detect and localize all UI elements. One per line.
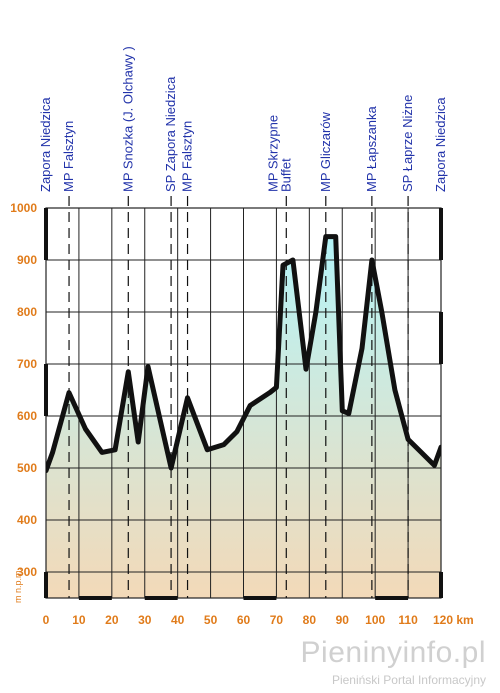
x-tick-label: 70 — [270, 613, 284, 627]
location-labels: Zapora Niedzica MP Falsztyn MP Snozka (J. … — [38, 46, 448, 192]
x-tick-label: 80 — [303, 613, 317, 627]
x-tick-label: 90 — [336, 613, 350, 627]
location-label: MP Gliczarów — [318, 111, 333, 192]
location-label: Buffet — [278, 158, 293, 192]
x-tick-label: 100 — [365, 613, 385, 627]
y-tick-label: 400 — [17, 513, 37, 527]
location-label: MP Snozka (J. Olchawy ) — [120, 46, 135, 192]
elevation-line — [46, 234, 441, 474]
x-tick-label: 120 km — [433, 613, 474, 627]
location-label: Zapora Niedzica — [433, 97, 448, 192]
location-label: MP Falsztyn — [180, 121, 195, 192]
watermark-subtitle: Pieniński Portal Informacyjny — [331, 673, 486, 687]
x-tick-label: 20 — [105, 613, 119, 627]
location-label: MP Skrzypne — [265, 115, 280, 192]
y-tick-label: 1000 — [10, 201, 37, 215]
profile-line — [46, 234, 441, 474]
y-tick-label: 700 — [17, 357, 37, 371]
x-tick-label: 50 — [204, 613, 218, 627]
location-label: Zapora Niedzica — [38, 97, 53, 192]
x-tick-label: 60 — [237, 613, 251, 627]
plot-frame — [44, 207, 443, 600]
x-tick-label: 0 — [43, 613, 50, 627]
y-tick-label: 800 — [17, 305, 37, 319]
location-label: SP Łaprze Niżne — [400, 95, 415, 192]
x-axis-ticks: 0 10 20 30 40 50 60 70 80 90 100 110 120 km — [43, 613, 474, 627]
location-label: MP Falsztyn — [61, 121, 76, 192]
location-label: MP Łapszanka — [364, 105, 379, 192]
x-tick-label: 30 — [138, 613, 152, 627]
y-tick-label: 500 — [17, 461, 37, 475]
y-tick-label: 300 — [17, 565, 37, 579]
location-label: SP Zapora Niedzica — [163, 76, 178, 192]
x-tick-label: 10 — [72, 613, 86, 627]
y-axis-label: m n.p.m. — [13, 568, 23, 603]
x-tick-label: 110 — [398, 613, 418, 627]
y-axis-ticks: 300 400 500 600 700 800 900 1000 — [10, 201, 37, 579]
y-tick-label: 900 — [17, 253, 37, 267]
watermark-title: Pieninyinfo.pl — [300, 636, 486, 669]
x-tick-label: 40 — [171, 613, 185, 627]
y-tick-label: 600 — [17, 409, 37, 423]
